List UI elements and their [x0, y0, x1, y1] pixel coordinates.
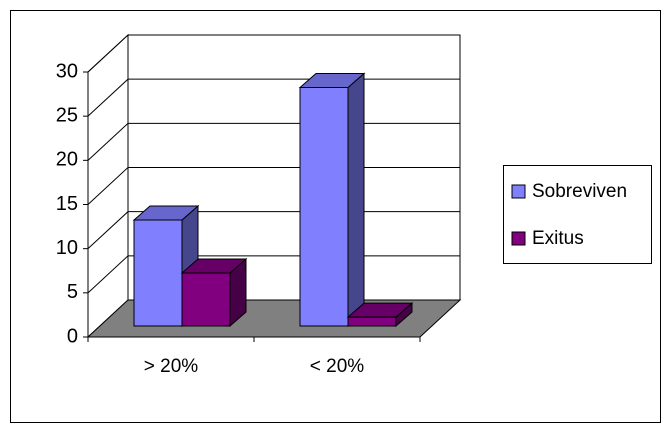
bar [347, 316, 397, 327]
grid-line [87, 78, 129, 117]
y-tick-label: 25 [56, 104, 78, 126]
legend-swatch [511, 231, 526, 246]
grid-line [87, 255, 129, 294]
legend-box [503, 165, 652, 264]
x-tick-label: < 20% [310, 356, 365, 377]
grid-line [87, 122, 129, 161]
legend-swatch [511, 184, 526, 199]
bar [133, 219, 183, 327]
bar [181, 272, 231, 327]
grid-line [87, 34, 129, 73]
y-tick-label: 0 [67, 325, 78, 347]
y-tick-label: 10 [56, 237, 78, 259]
y-tick-label: 30 [56, 60, 78, 82]
x-tick-label: > 20% [144, 356, 199, 377]
grid-line [87, 167, 129, 205]
y-tick-label: 15 [56, 193, 78, 215]
bar [299, 87, 349, 327]
bar-side [347, 72, 365, 328]
y-tick-label: 20 [56, 149, 78, 171]
legend-label: Sobreviven [532, 181, 627, 202]
grid-line [87, 211, 129, 250]
y-tick-label: 5 [67, 281, 78, 303]
legend-label: Exitus [532, 228, 584, 249]
